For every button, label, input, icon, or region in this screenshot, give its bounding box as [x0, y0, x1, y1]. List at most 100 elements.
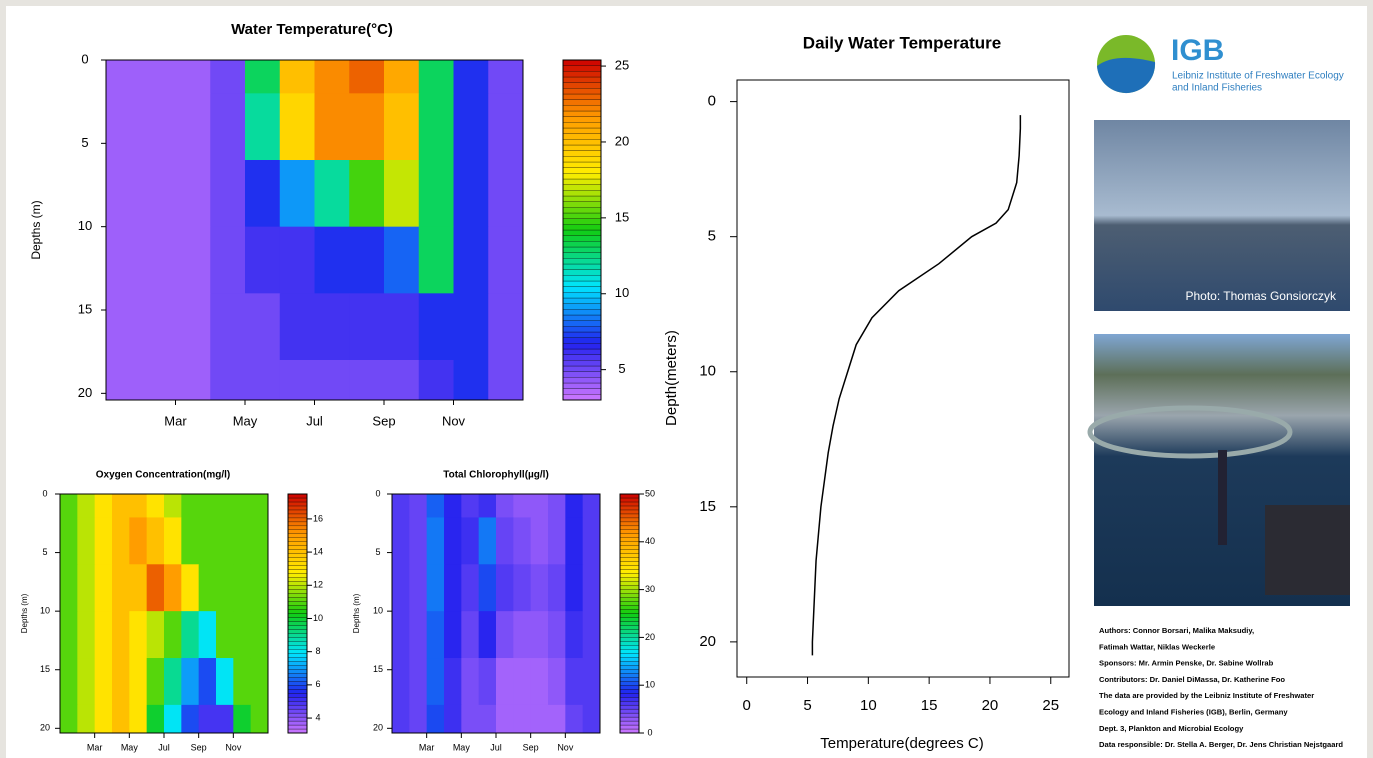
heat-cell [250, 704, 269, 734]
colorbar-step [619, 569, 640, 574]
heat-cell [198, 704, 217, 734]
heat-cell [146, 704, 165, 734]
heat-cell [513, 658, 532, 706]
heat-cell [418, 293, 454, 361]
colorbar-step [562, 360, 602, 367]
heat-cell [384, 160, 420, 228]
colorbar-step [562, 201, 602, 208]
heat-cell [314, 160, 350, 228]
y-tick-label: 0 [42, 488, 47, 498]
colorbar-step [287, 625, 308, 630]
x-tick-label: Mar [87, 742, 103, 752]
logo-text: Leibniz Institute of Freshwater Ecology [1172, 71, 1344, 82]
colorbar-step [619, 657, 640, 662]
colorbar-step [619, 617, 640, 622]
y-tick-label: 20 [373, 723, 383, 733]
colorbar-step [562, 218, 602, 225]
credit-line: Ecology and Inland Fisheries (IGB), Berl… [1099, 708, 1288, 717]
heat-cell [314, 293, 350, 361]
heat-cell [140, 293, 176, 361]
y-tick-label: 10 [373, 606, 383, 616]
heat-cell [112, 564, 130, 612]
y-axis-label: Depths (m) [352, 593, 361, 633]
colorbar-step [287, 585, 308, 590]
colorbar-step [287, 637, 308, 642]
heat-cell [418, 160, 454, 228]
heat-cell [478, 704, 497, 734]
colorbar-step [287, 577, 308, 582]
colorbar-step [619, 685, 640, 690]
heat-cell [582, 494, 601, 518]
colorbar-step [619, 545, 640, 550]
heat-cell [426, 564, 445, 612]
x-tick-label: Jul [158, 742, 170, 752]
heat-cell [444, 611, 462, 659]
heat-cell [279, 160, 315, 228]
y-axis-label: Depths (m) [29, 200, 43, 259]
heat-cell [496, 564, 514, 612]
heat-cell [513, 564, 532, 612]
colorbar-step [287, 593, 308, 598]
colorbar-step [287, 581, 308, 586]
heat-cell [77, 704, 96, 734]
heat-cell [426, 611, 445, 659]
credit-line: Data responsible: Dr. Stella A. Berger, … [1099, 740, 1343, 749]
heat-cell [233, 611, 252, 659]
heat-cell [210, 293, 246, 361]
colorbar-step [287, 521, 308, 527]
colorbar-tick-label: 16 [313, 513, 323, 523]
colorbar-step [562, 127, 602, 134]
y-tick-label: 0 [375, 488, 380, 498]
colorbar-step [619, 704, 640, 710]
x-tick-label: Sep [372, 413, 395, 428]
colorbar-step [562, 343, 602, 350]
colorbar-tick-label: 5 [618, 361, 625, 376]
heat-cell [164, 564, 182, 612]
colorbar-step [562, 144, 602, 151]
heat-cell [349, 160, 385, 228]
heat-cell [426, 704, 445, 734]
colorbar-step [287, 728, 308, 734]
colorbar-step [619, 629, 640, 634]
colorbar-step [562, 116, 602, 123]
heat-cell [175, 60, 211, 94]
colorbar-step [287, 509, 308, 515]
heat-cell [233, 494, 252, 518]
heat-cell [488, 160, 524, 228]
x-tick-label: Sep [523, 742, 539, 752]
heat-cell [94, 494, 113, 518]
heat-cell [488, 93, 524, 161]
y-tick-label: 15 [373, 664, 383, 674]
heat-cell [418, 60, 454, 94]
heat-cell [60, 611, 78, 659]
heat-cell [129, 517, 148, 565]
heat-cell [453, 93, 489, 161]
colorbar-step [619, 681, 640, 686]
y-tick-label: 20 [699, 633, 716, 650]
heat-cell [384, 93, 420, 161]
heat-cell [279, 360, 315, 401]
heat-cell [94, 564, 113, 612]
colorbar-step [562, 133, 602, 140]
colorbar-frame [287, 493, 308, 734]
heat-cell [392, 658, 410, 706]
x-tick-label: May [453, 742, 471, 752]
colorbar-step [619, 497, 640, 503]
colorbar-step [619, 720, 640, 726]
x-tick-label: Nov [442, 413, 466, 428]
colorbar-step [287, 693, 308, 698]
heat-cell [60, 564, 78, 612]
heat-cell [175, 160, 211, 228]
colorbar-step [562, 348, 602, 355]
heat-cell [548, 517, 566, 565]
colorbar-step [562, 65, 602, 72]
heat-cell [245, 293, 281, 361]
colorbar-step [619, 665, 640, 670]
colorbar-step [287, 597, 308, 602]
colorbar-frame [619, 493, 640, 734]
colorbar-step [562, 82, 602, 89]
heat-cell [216, 704, 234, 734]
heat-cell [140, 160, 176, 228]
colorbar-step [619, 493, 640, 499]
